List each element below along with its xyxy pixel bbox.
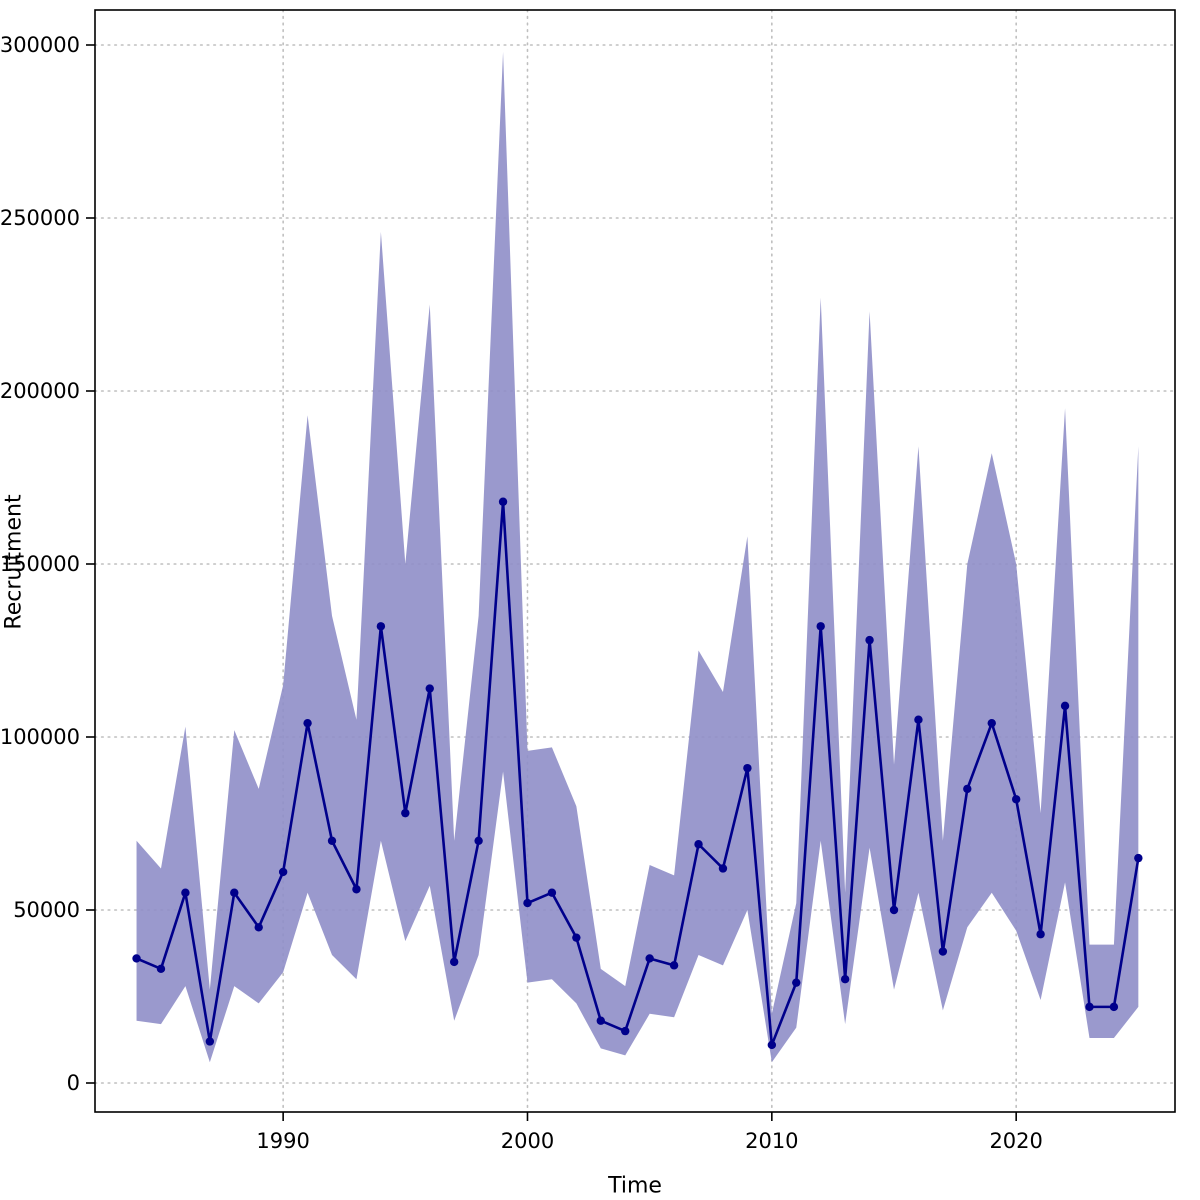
data-point: [767, 1040, 777, 1050]
data-point: [254, 923, 263, 932]
y-tick-label: 0: [67, 1071, 80, 1095]
data-point: [987, 718, 996, 728]
data-point: [1060, 701, 1070, 711]
data-point: [498, 497, 508, 506]
data-point: [401, 808, 410, 818]
data-point: [914, 715, 923, 724]
data-point: [1085, 1002, 1094, 1012]
data-point: [1011, 795, 1021, 804]
data-point: [645, 954, 654, 963]
data-point: [327, 836, 337, 845]
data-point: [792, 978, 801, 987]
data-point: [376, 622, 386, 631]
data-point: [840, 975, 850, 984]
x-tick-label: 2020: [989, 1129, 1042, 1153]
data-point: [572, 933, 581, 942]
confidence-band: [136, 51, 1139, 1063]
data-point: [718, 864, 728, 873]
data-point: [743, 763, 752, 773]
y-tick-label: 150000: [0, 552, 80, 576]
data-point: [449, 957, 459, 967]
tick-labels: 1990 2000 2010 2020 0 50000 100000 150000 200000…: [0, 33, 1043, 1153]
data-point: [938, 947, 948, 956]
data-point: [694, 840, 703, 849]
data-point: [352, 885, 361, 894]
data-point: [865, 635, 874, 645]
series-points: [132, 497, 1143, 1050]
axis-ticks: [86, 44, 1017, 1121]
data-point: [1109, 1002, 1119, 1012]
y-tick-label: 300000: [0, 33, 80, 57]
data-point: [278, 867, 288, 877]
y-tick-label: 100000: [0, 725, 80, 749]
x-axis-title: Time: [608, 1173, 662, 1199]
data-point: [963, 784, 972, 794]
data-point: [181, 888, 190, 897]
plot-frame: [94, 9, 1176, 1113]
data-point: [425, 684, 434, 693]
data-point: [230, 888, 239, 897]
x-tick-label: 1990: [256, 1129, 309, 1153]
data-point: [205, 1037, 215, 1046]
y-tick-label: 50000: [13, 898, 80, 922]
data-point: [1134, 853, 1143, 863]
data-point: [547, 888, 557, 897]
y-axis-title: Recruitment: [1, 494, 27, 630]
data-point: [621, 1026, 630, 1036]
data-point: [596, 1016, 605, 1025]
x-tick-label: 2000: [501, 1129, 554, 1153]
data-point: [816, 622, 825, 631]
recruitment-line: [135, 500, 1140, 1047]
data-point: [474, 836, 483, 845]
data-point: [669, 961, 679, 970]
data-point: [156, 964, 166, 974]
y-tick-label: 250000: [0, 206, 80, 230]
data-point: [132, 954, 141, 963]
data-point: [523, 898, 532, 908]
data-point: [889, 905, 899, 915]
x-tick-label: 2010: [745, 1129, 798, 1153]
y-tick-label: 200000: [0, 379, 80, 403]
data-point: [303, 718, 312, 728]
data-point: [1036, 930, 1045, 939]
